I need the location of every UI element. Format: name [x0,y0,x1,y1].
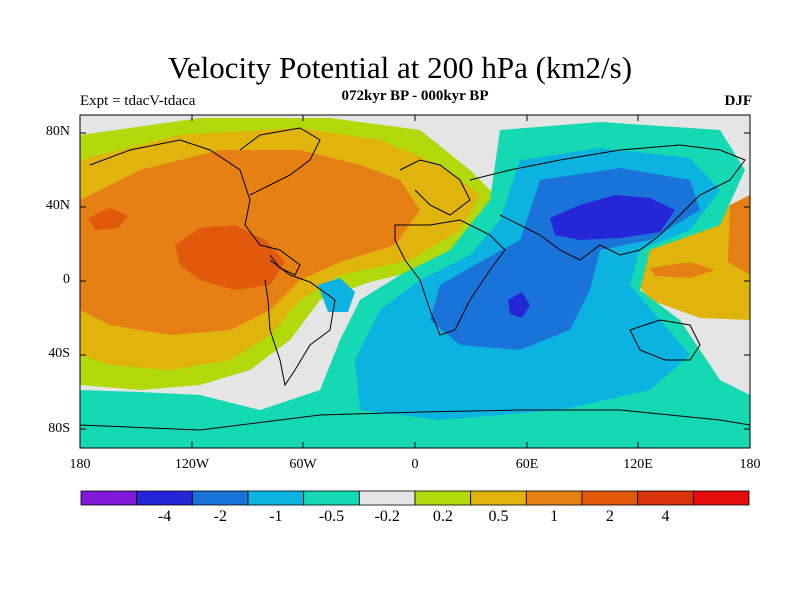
lat-label-40n: 40N [45,198,70,213]
colorbar-label: -0.5 [318,508,345,525]
colorbar-label: -1 [269,508,283,525]
axis-ticks [80,115,750,448]
colorbar-swatch [303,490,360,506]
contour-negative-2-small [508,292,530,318]
colorbar-label: 0.2 [432,508,453,525]
contour-negative-brazil [318,278,355,312]
lon-label-0: 0 [411,457,419,472]
colorbar-label: 4 [661,508,670,525]
lat-label-40s: 40S [48,346,70,361]
map-title: Velocity Potential at 200 hPa (km2/s) [167,50,633,85]
coastlines [80,127,750,431]
lon-label-120e: 120E [623,457,653,472]
lat-label-80n: 80N [45,124,70,139]
colorbar-swatch [525,490,583,506]
contour-positive-1-pacific [630,195,750,320]
map-subtitle: 072kyr BP - 000kyr BP [341,88,489,104]
contour-positive-east-edge [728,195,750,275]
colorbar-swatch [581,490,639,506]
colorbar-swatch [191,490,249,506]
lon-label-60e: 60E [515,457,539,472]
colorbar-label: 0.5 [488,508,509,525]
experiment-label: Expt = tdacV-tdaca [80,93,196,109]
colorbar-swatch [136,490,193,506]
colorbar-label: 1 [550,508,559,525]
colorbar-label: -0.2 [374,508,400,525]
contour-positive-west-pacific [650,262,715,278]
contour-negative-2 [550,195,675,240]
lon-label-60w: 60W [289,457,317,472]
colorbar-swatch [414,490,472,506]
lat-label-80s: 80S [48,421,70,436]
colorbar-swatch [80,490,138,506]
lon-label-180e: 180 [739,457,761,472]
colorbar-swatch [470,490,527,506]
lon-label-120w: 120W [174,457,210,472]
colorbar-label: 2 [605,508,614,525]
colorbar-swatch [637,490,694,506]
colorbar-label: -4 [157,508,172,525]
season-label: DJF [724,93,753,109]
colorbar [80,490,750,506]
colorbar-swatch [692,490,750,506]
colorbar-label: -2 [213,508,227,525]
colorbar-swatch [358,490,416,506]
lat-label-0: 0 [63,272,70,287]
lon-label-180w: 180 [69,457,91,472]
contour-positive-2-small [88,208,128,230]
colorbar-swatch [247,490,305,506]
